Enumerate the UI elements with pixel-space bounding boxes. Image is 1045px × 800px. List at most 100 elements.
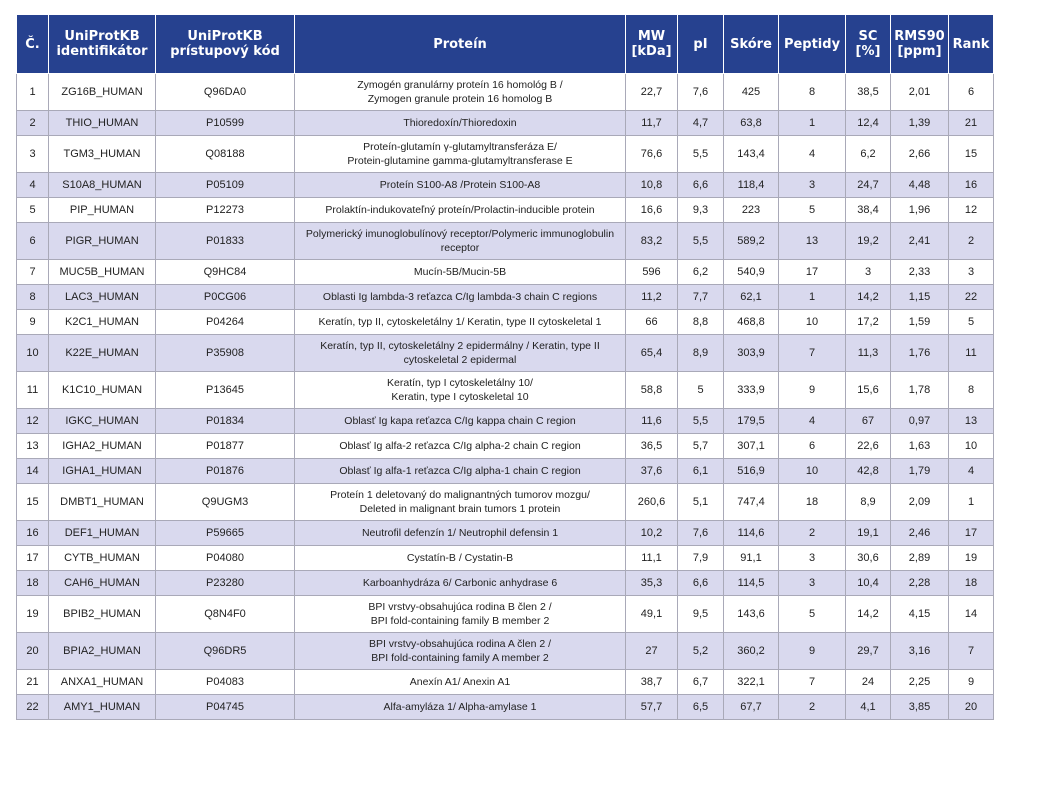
cell-peptides: 5 <box>778 595 846 633</box>
cell-rank: 21 <box>948 110 994 136</box>
cell-sc: 10,4 <box>845 570 891 596</box>
cell-sc: 38,4 <box>845 197 891 223</box>
cell-rank: 7 <box>948 632 994 670</box>
cell-pi: 4,7 <box>677 110 724 136</box>
cell-mw: 66 <box>625 309 678 335</box>
cell-sc: 42,8 <box>845 458 891 484</box>
cell-number: 13 <box>16 433 49 459</box>
cell-score: 516,9 <box>723 458 779 484</box>
cell-score: 63,8 <box>723 110 779 136</box>
cell-pi: 7,9 <box>677 545 724 571</box>
cell-identifier: AMY1_HUMAN <box>48 694 156 720</box>
cell-score: 91,1 <box>723 545 779 571</box>
cell-protein: Anexín A1/ Anexin A1 <box>294 669 626 695</box>
cell-score: 747,4 <box>723 483 779 521</box>
cell-pi: 7,6 <box>677 73 724 111</box>
cell-identifier: S10A8_HUMAN <box>48 172 156 198</box>
cell-rms90: 2,41 <box>890 222 949 260</box>
cell-number: 11 <box>16 371 49 409</box>
cell-peptides: 6 <box>778 433 846 459</box>
cell-pi: 9,5 <box>677 595 724 633</box>
cell-pi: 5,7 <box>677 433 724 459</box>
cell-score: 223 <box>723 197 779 223</box>
cell-identifier: ANXA1_HUMAN <box>48 669 156 695</box>
cell-peptides: 3 <box>778 172 846 198</box>
cell-number: 1 <box>16 73 49 111</box>
cell-identifier: BPIB2_HUMAN <box>48 595 156 633</box>
cell-pi: 6,7 <box>677 669 724 695</box>
header-cell-mw: MW [kDa] <box>625 14 678 74</box>
cell-accession: Q96DR5 <box>155 632 295 670</box>
cell-sc: 14,2 <box>845 595 891 633</box>
cell-mw: 10,2 <box>625 520 678 546</box>
cell-rms90: 2,46 <box>890 520 949 546</box>
cell-rms90: 1,79 <box>890 458 949 484</box>
cell-rank: 15 <box>948 135 994 173</box>
cell-rank: 22 <box>948 284 994 310</box>
cell-sc: 12,4 <box>845 110 891 136</box>
cell-identifier: IGHA2_HUMAN <box>48 433 156 459</box>
cell-identifier: PIP_HUMAN <box>48 197 156 223</box>
cell-number: 14 <box>16 458 49 484</box>
cell-mw: 596 <box>625 259 678 285</box>
cell-accession: P04745 <box>155 694 295 720</box>
cell-number: 5 <box>16 197 49 223</box>
cell-mw: 260,6 <box>625 483 678 521</box>
cell-rms90: 0,97 <box>890 408 949 434</box>
cell-sc: 3 <box>845 259 891 285</box>
cell-accession: P01877 <box>155 433 295 459</box>
table-row: 15 DMBT1_HUMAN Q9UGM3 Proteín 1 deletovaný … <box>16 483 994 521</box>
cell-accession: P05109 <box>155 172 295 198</box>
header-cell-pi: pI <box>677 14 724 74</box>
cell-rms90: 2,25 <box>890 669 949 695</box>
cell-peptides: 10 <box>778 458 846 484</box>
cell-mw: 83,2 <box>625 222 678 260</box>
cell-sc: 4,1 <box>845 694 891 720</box>
cell-number: 6 <box>16 222 49 260</box>
cell-protein: Oblasť Ig kapa reťazca C/Ig kappa chain … <box>294 408 626 434</box>
cell-number: 12 <box>16 408 49 434</box>
cell-accession: Q08188 <box>155 135 295 173</box>
cell-score: 179,5 <box>723 408 779 434</box>
cell-number: 8 <box>16 284 49 310</box>
cell-protein: Polymerický imunoglobulínový receptor/Po… <box>294 222 626 260</box>
cell-number: 4 <box>16 172 49 198</box>
cell-accession: P04080 <box>155 545 295 571</box>
cell-score: 307,1 <box>723 433 779 459</box>
cell-score: 360,2 <box>723 632 779 670</box>
cell-rms90: 3,16 <box>890 632 949 670</box>
header-cell-number: Č. <box>16 14 49 74</box>
cell-protein: Cystatín-B / Cystatin-B <box>294 545 626 571</box>
table-row: 13 IGHA2_HUMAN P01877 Oblasť Ig alfa-2 reťa… <box>16 433 994 459</box>
table-row: 14 IGHA1_HUMAN P01876 Oblasť Ig alfa-1 reťa… <box>16 458 994 484</box>
cell-identifier: BPIA2_HUMAN <box>48 632 156 670</box>
cell-rms90: 1,78 <box>890 371 949 409</box>
cell-pi: 6,1 <box>677 458 724 484</box>
table-row: 9 K2C1_HUMAN P04264 Keratín, typ II, cytosk… <box>16 309 994 335</box>
cell-pi: 6,2 <box>677 259 724 285</box>
cell-rms90: 2,28 <box>890 570 949 596</box>
cell-mw: 11,6 <box>625 408 678 434</box>
cell-pi: 7,7 <box>677 284 724 310</box>
cell-rank: 8 <box>948 371 994 409</box>
cell-mw: 65,4 <box>625 334 678 372</box>
cell-identifier: TGM3_HUMAN <box>48 135 156 173</box>
cell-pi: 6,6 <box>677 570 724 596</box>
header-row: Č. UniProtKB identifikátor UniProtKB prí… <box>16 14 994 74</box>
cell-peptides: 7 <box>778 669 846 695</box>
cell-rank: 6 <box>948 73 994 111</box>
cell-pi: 5,5 <box>677 408 724 434</box>
cell-accession: P01876 <box>155 458 295 484</box>
cell-accession: P35908 <box>155 334 295 372</box>
cell-mw: 27 <box>625 632 678 670</box>
table-row: 22 AMY1_HUMAN P04745 Alfa-amyláza 1/ Alpha-… <box>16 694 994 720</box>
cell-score: 67,7 <box>723 694 779 720</box>
cell-number: 7 <box>16 259 49 285</box>
cell-rank: 12 <box>948 197 994 223</box>
cell-identifier: IGKC_HUMAN <box>48 408 156 434</box>
table-row: 16 DEF1_HUMAN P59665 Neutrofil defenzín 1/ … <box>16 520 994 546</box>
table-row: 8 LAC3_HUMAN P0CG06 Oblasti Ig lambda-3 reť… <box>16 284 994 310</box>
cell-sc: 17,2 <box>845 309 891 335</box>
cell-peptides: 8 <box>778 73 846 111</box>
cell-peptides: 18 <box>778 483 846 521</box>
